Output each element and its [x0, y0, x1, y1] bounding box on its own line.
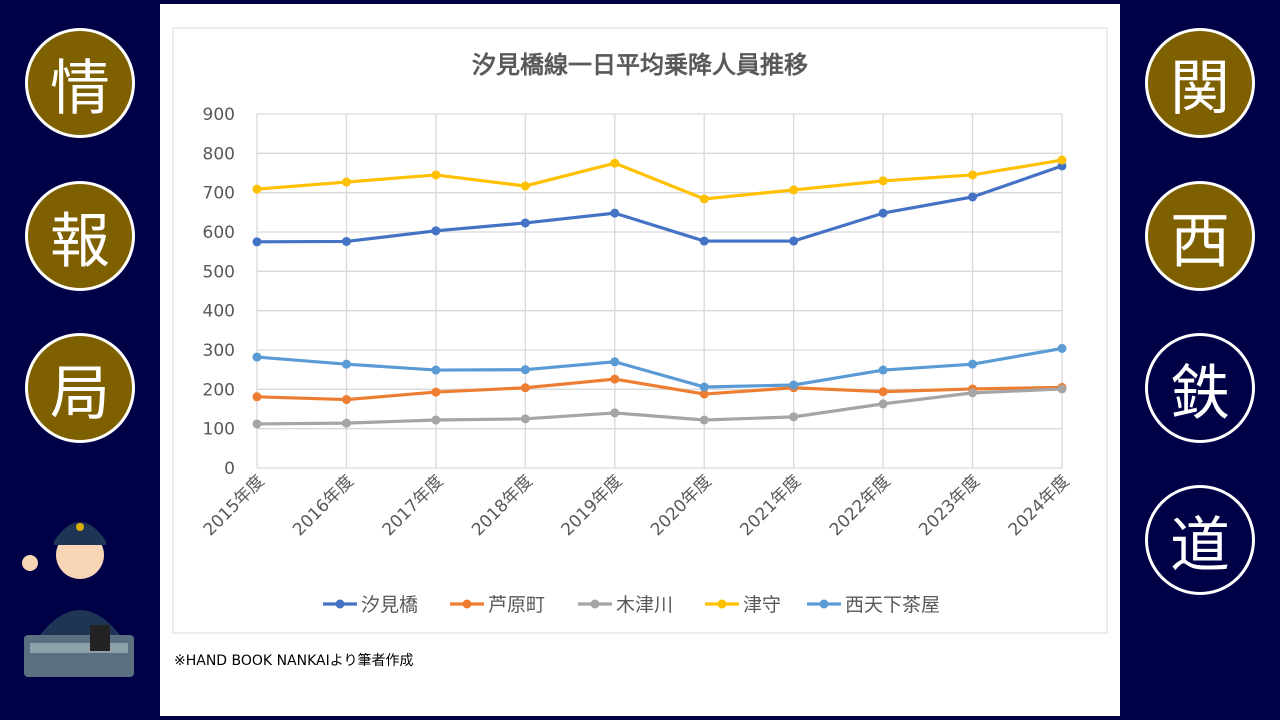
data-point: [968, 170, 978, 180]
data-point: [699, 194, 709, 204]
legend-label: 芦原町: [488, 594, 545, 616]
series-line: [256, 346, 1063, 389]
series-line: [256, 164, 1063, 244]
side-char-right-0: 関: [1145, 28, 1255, 138]
data-point: [878, 176, 888, 186]
chart-border: [172, 27, 1108, 634]
data-point: [699, 415, 709, 425]
x-tick-label: 2021年度: [736, 471, 805, 540]
y-tick-label: 900: [203, 105, 235, 125]
legend-marker: [590, 599, 600, 609]
data-point: [252, 184, 262, 194]
data-point: [341, 177, 351, 187]
series-line: [256, 158, 1063, 201]
side-char-left-0: 情: [25, 28, 135, 138]
data-point: [341, 359, 351, 369]
x-tick-label: 2022年度: [826, 471, 895, 540]
data-point: [610, 208, 620, 218]
data-point: [252, 237, 262, 247]
data-point: [341, 236, 351, 246]
legend-marker: [462, 599, 472, 609]
y-tick-label: 0: [224, 459, 235, 479]
data-point: [699, 236, 709, 246]
series-line: [256, 377, 1063, 402]
data-point: [968, 192, 978, 202]
series-line: [256, 387, 1063, 426]
data-point: [789, 185, 799, 195]
side-char-right-2: 鉄: [1145, 333, 1255, 443]
y-tick-label: 700: [203, 184, 235, 204]
legend-label: 木津川: [616, 594, 673, 616]
y-tick-label: 600: [203, 223, 235, 243]
x-tick-label: 2016年度: [289, 471, 358, 540]
data-point: [878, 387, 888, 397]
data-point: [252, 352, 262, 362]
data-point: [610, 374, 620, 384]
data-point: [431, 226, 441, 236]
side-char-right-3: 道: [1145, 485, 1255, 595]
data-point: [431, 365, 441, 375]
data-point: [1057, 384, 1067, 394]
data-point: [520, 181, 530, 191]
x-tick-label: 2020年度: [647, 471, 716, 540]
data-point: [431, 387, 441, 397]
y-tick-label: 300: [203, 341, 235, 361]
legend-marker: [819, 599, 829, 609]
data-point: [1057, 343, 1067, 353]
conductor-illustration-icon: [22, 522, 134, 677]
data-point: [699, 389, 709, 399]
data-point: [878, 365, 888, 375]
legend-label: 津守: [743, 594, 781, 616]
legend-marker: [717, 599, 727, 609]
side-char-left-1: 報: [25, 181, 135, 291]
data-point: [789, 412, 799, 422]
data-point: [1057, 155, 1067, 165]
y-tick-label: 800: [203, 144, 235, 164]
x-tick-label: 2019年度: [558, 471, 627, 540]
side-char-left-2: 局: [25, 333, 135, 443]
x-tick-label: 2015年度: [200, 471, 269, 540]
data-point: [789, 236, 799, 246]
data-point: [968, 359, 978, 369]
y-tick-label: 100: [203, 420, 235, 440]
y-tick-label: 200: [203, 380, 235, 400]
data-point: [878, 399, 888, 409]
legend-label: 汐見橋: [361, 594, 418, 616]
x-tick-label: 2018年度: [468, 471, 537, 540]
legend-label: 西天下茶屋: [845, 594, 940, 616]
y-tick-label: 400: [203, 302, 235, 322]
data-point: [252, 419, 262, 429]
data-point: [520, 218, 530, 228]
x-tick-label: 2023年度: [915, 471, 984, 540]
data-point: [520, 365, 530, 375]
legend-marker: [335, 599, 345, 609]
data-point: [341, 418, 351, 428]
data-point: [610, 158, 620, 168]
data-point: [520, 383, 530, 393]
data-point: [968, 388, 978, 398]
source-note: ※HAND BOOK NANKAIより筆者作成: [174, 653, 414, 669]
data-point: [341, 395, 351, 405]
data-point: [789, 380, 799, 390]
data-point: [699, 382, 709, 392]
data-point: [610, 408, 620, 418]
data-point: [878, 208, 888, 218]
x-tick-label: 2024年度: [1005, 471, 1074, 540]
data-point: [520, 414, 530, 424]
y-tick-label: 500: [203, 262, 235, 282]
data-point: [252, 392, 262, 402]
chart-panel: [160, 4, 1120, 716]
chart-title: 汐見橋線一日平均乗降人員推移: [472, 51, 808, 79]
data-point: [610, 357, 620, 367]
data-point: [431, 170, 441, 180]
data-point: [431, 415, 441, 425]
side-char-right-1: 西: [1145, 181, 1255, 291]
x-tick-label: 2017年度: [379, 471, 448, 540]
